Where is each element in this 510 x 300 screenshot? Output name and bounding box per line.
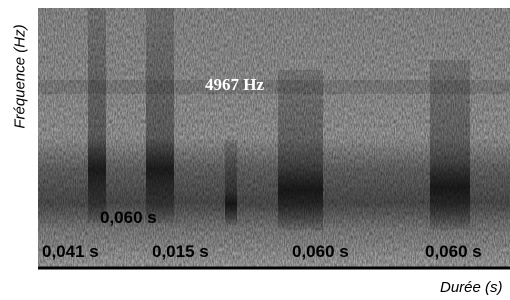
- y-axis-label: Fréquence (Hz): [12, 2, 29, 152]
- spectrogram-noise: [38, 8, 510, 268]
- duration-annotation: 0,060 s: [292, 242, 349, 262]
- duration-annotation: 0,041 s: [42, 242, 99, 262]
- x-axis-label: Durée (s): [440, 279, 503, 296]
- frequency-annotation: 4967 Hz: [205, 75, 264, 95]
- duration-annotation: 0,015 s: [152, 242, 209, 262]
- duration-annotation: 0,060 s: [425, 242, 482, 262]
- duration-annotation: 0,060 s: [100, 208, 157, 228]
- spectrogram-figure: Fréquence (Hz) Durée (s) 4967 Hz 0,060 s…: [0, 0, 510, 300]
